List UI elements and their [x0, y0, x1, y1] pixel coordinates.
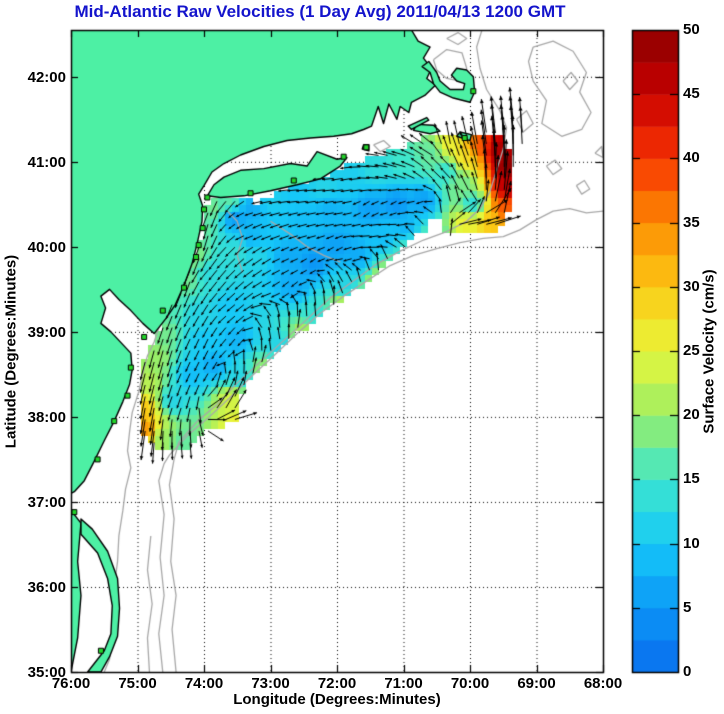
- y-tick-label: 42:00: [27, 68, 66, 86]
- x-tick-label: 70:00: [450, 675, 490, 692]
- x-tick-label: 71:00: [384, 675, 423, 692]
- colorbar-tick-label: 35: [683, 213, 700, 231]
- colorbar-tick-label: 20: [683, 406, 700, 424]
- y-tick-label: 36:00: [27, 578, 66, 596]
- colorbar-tick-label: 0: [683, 663, 692, 680]
- colorbar-tick-label: 15: [683, 470, 700, 488]
- x-tick-label: 74:00: [184, 675, 224, 692]
- colorbar-tick-label: 50: [683, 21, 700, 38]
- colorbar-tick-label: 5: [683, 598, 692, 616]
- colorbar-tick-label: 40: [683, 149, 700, 167]
- x-tick-label: 76:00: [51, 675, 91, 692]
- y-tick-label: 37:00: [27, 493, 66, 511]
- colorbar-tick-label: 25: [683, 342, 700, 359]
- x-axis-label: Longitude (Degrees:Minutes): [233, 691, 441, 708]
- x-tick-label: 68:00: [583, 675, 623, 692]
- x-tick-label: 75:00: [118, 675, 157, 692]
- chart-title: Mid-Atlantic Raw Velocities (1 Day Avg) …: [74, 2, 566, 21]
- y-tick-label: 41:00: [27, 153, 66, 171]
- colorbar-tick-label: 10: [683, 534, 700, 552]
- colorbar-tick-label: 45: [683, 85, 700, 103]
- colorbar-label: Surface Velocity (cm/s): [700, 269, 718, 434]
- x-tick-label: 72:00: [317, 675, 357, 692]
- y-tick-label: 40:00: [27, 238, 66, 256]
- y-tick-label: 35:00: [27, 664, 66, 681]
- x-tick-label: 69:00: [517, 675, 556, 692]
- colorbar-tick-label: 30: [683, 277, 700, 295]
- x-tick-label: 73:00: [251, 675, 290, 692]
- y-tick-label: 38:00: [27, 408, 66, 426]
- y-tick-label: 39:00: [27, 323, 66, 341]
